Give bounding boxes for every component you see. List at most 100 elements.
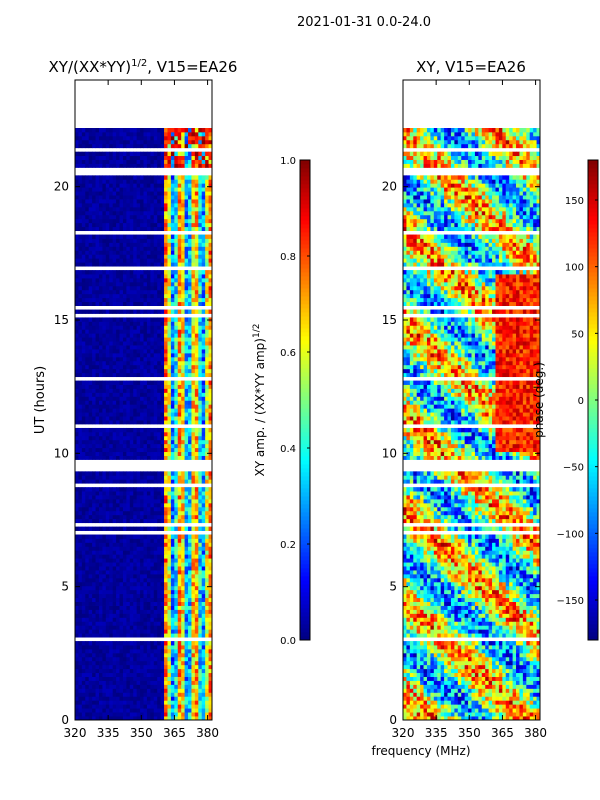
amplitude-heatmap-cell	[133, 700, 138, 705]
amplitude-heatmap-cell	[81, 597, 86, 602]
amplitude-heatmap-cell	[181, 617, 186, 622]
amplitude-heatmap-cell	[102, 238, 107, 243]
amplitude-heatmap-cell	[177, 238, 182, 243]
amplitude-heatmap-cell	[116, 447, 120, 453]
amplitude-heatmap-cell	[78, 577, 83, 583]
amplitude-heatmap-cell	[116, 550, 120, 555]
amplitude-heatmap-cell	[78, 199, 83, 204]
amplitude-heatmap-cell	[92, 613, 96, 618]
amplitude-heatmap-cell	[174, 577, 179, 583]
amplitude-heatmap-cell	[136, 451, 141, 456]
amplitude-heatmap-cell	[112, 589, 117, 595]
amplitude-heatmap-cell	[112, 408, 117, 413]
amplitude-heatmap-cell	[129, 277, 134, 283]
amplitude-heatmap-cell	[143, 242, 148, 247]
amplitude-heatmap-cell	[85, 491, 90, 496]
amplitude-heatmap-cell	[126, 546, 131, 551]
amplitude-heatmap-cell	[133, 368, 138, 374]
amplitude-heatmap-cell	[140, 191, 144, 196]
amplitude-heatmap-cell	[75, 392, 79, 397]
amplitude-heatmap-cell	[143, 396, 148, 401]
amplitude-heatmap-cell	[116, 372, 120, 378]
amplitude-heatmap-cell	[102, 293, 107, 299]
amplitude-heatmap-cell	[188, 199, 192, 204]
amplitude-heatmap-cell	[81, 321, 86, 326]
amplitude-heatmap-cell	[188, 625, 192, 630]
amplitude-heatmap-cell	[109, 297, 114, 303]
amplitude-heatmap-cell	[126, 597, 131, 602]
amplitude-heatmap-cell	[208, 455, 213, 460]
amplitude-heatmap-cell	[170, 289, 175, 295]
amplitude-heatmap-cell	[140, 234, 144, 239]
amplitude-heatmap-cell	[88, 573, 93, 579]
amplitude-heatmap-cell	[98, 285, 103, 291]
amplitude-heatmap-cell	[105, 617, 110, 622]
amplitude-heatmap-cell	[95, 613, 100, 618]
amplitude-heatmap-cell	[98, 518, 103, 524]
amplitude-heatmap-cell	[119, 317, 124, 322]
amplitude-heatmap-cell	[122, 617, 127, 622]
amplitude-heatmap-cell	[153, 605, 158, 610]
amplitude-heatmap-cell	[81, 214, 86, 220]
amplitude-heatmap-cell	[177, 487, 182, 492]
amplitude-heatmap-cell	[146, 542, 151, 547]
amplitude-heatmap-cell	[116, 573, 120, 579]
amplitude-heatmap-cell	[205, 368, 209, 374]
amplitude-heatmap-cell	[119, 542, 124, 547]
amplitude-heatmap-cell	[164, 274, 168, 279]
amplitude-heatmap-cell	[129, 238, 134, 243]
amplitude-heatmap-cell	[102, 297, 107, 303]
amplitude-heatmap-cell	[167, 506, 172, 512]
amplitude-heatmap-cell	[201, 688, 206, 693]
amplitude-heatmap-cell	[208, 274, 213, 279]
amplitude-heatmap-cell	[167, 285, 172, 291]
amplitude-heatmap-cell	[116, 495, 120, 500]
amplitude-heatmap-cell	[143, 526, 148, 531]
amplitude-heatmap-cell	[75, 696, 79, 701]
amplitude-heatmap-cell	[129, 704, 134, 709]
amplitude-heatmap-cell	[177, 609, 182, 614]
amplitude-heatmap-cell	[153, 206, 158, 212]
amplitude-heatmap-cell	[177, 345, 182, 350]
amplitude-heatmap-cell	[208, 420, 213, 425]
amplitude-heatmap-cell	[174, 597, 179, 602]
amplitude-heatmap-cell	[184, 479, 189, 484]
amplitude-heatmap-cell	[129, 392, 134, 397]
amplitude-heatmap-cell	[122, 550, 127, 555]
amplitude-heatmap-cell	[116, 183, 120, 188]
amplitude-heatmap-cell	[126, 356, 131, 362]
amplitude-heatmap-cell	[208, 526, 213, 531]
amplitude-heatmap-cell	[174, 475, 179, 480]
amplitude-heatmap-cell	[105, 400, 110, 405]
amplitude-heatmap-cell	[136, 609, 141, 614]
amplitude-heatmap-cell	[102, 652, 107, 658]
amplitude-heatmap-cell	[205, 510, 209, 516]
amplitude-heatmap-cell	[98, 593, 103, 599]
amplitude-heatmap-cell	[85, 435, 90, 441]
amplitude-heatmap-cell	[92, 254, 96, 259]
amplitude-heatmap-cell	[188, 297, 192, 303]
amplitude-heatmap-cell	[92, 554, 96, 559]
amplitude-heatmap-cell	[119, 289, 124, 295]
amplitude-heatmap-cell	[146, 495, 151, 500]
amplitude-heatmap-cell	[112, 688, 117, 693]
amplitude-heatmap-cell	[167, 364, 172, 370]
amplitude-heatmap-cell	[95, 349, 100, 354]
amplitude-heatmap-cell	[177, 179, 182, 184]
amplitude-heatmap-cell	[140, 672, 144, 677]
amplitude-heatmap-cell	[174, 684, 179, 689]
amplitude-heatmap-cell	[102, 309, 107, 314]
amplitude-heatmap-cell	[95, 664, 100, 670]
amplitude-heatmap-cell	[177, 364, 182, 370]
amplitude-heatmap-cell	[116, 518, 120, 524]
amplitude-heatmap-cell	[208, 349, 213, 354]
amplitude-heatmap-cell	[122, 514, 127, 520]
amplitude-heatmap-cell	[164, 281, 168, 287]
amplitude-heatmap-cell	[194, 471, 199, 476]
amplitude-heatmap-cell	[170, 333, 175, 338]
amplitude-heatmap-cell	[201, 345, 206, 350]
amplitude-heatmap-cell	[102, 479, 107, 484]
amplitude-heatmap-cell	[143, 246, 148, 251]
amplitude-heatmap-cell	[160, 696, 165, 701]
amplitude-heatmap-cell	[164, 570, 168, 575]
